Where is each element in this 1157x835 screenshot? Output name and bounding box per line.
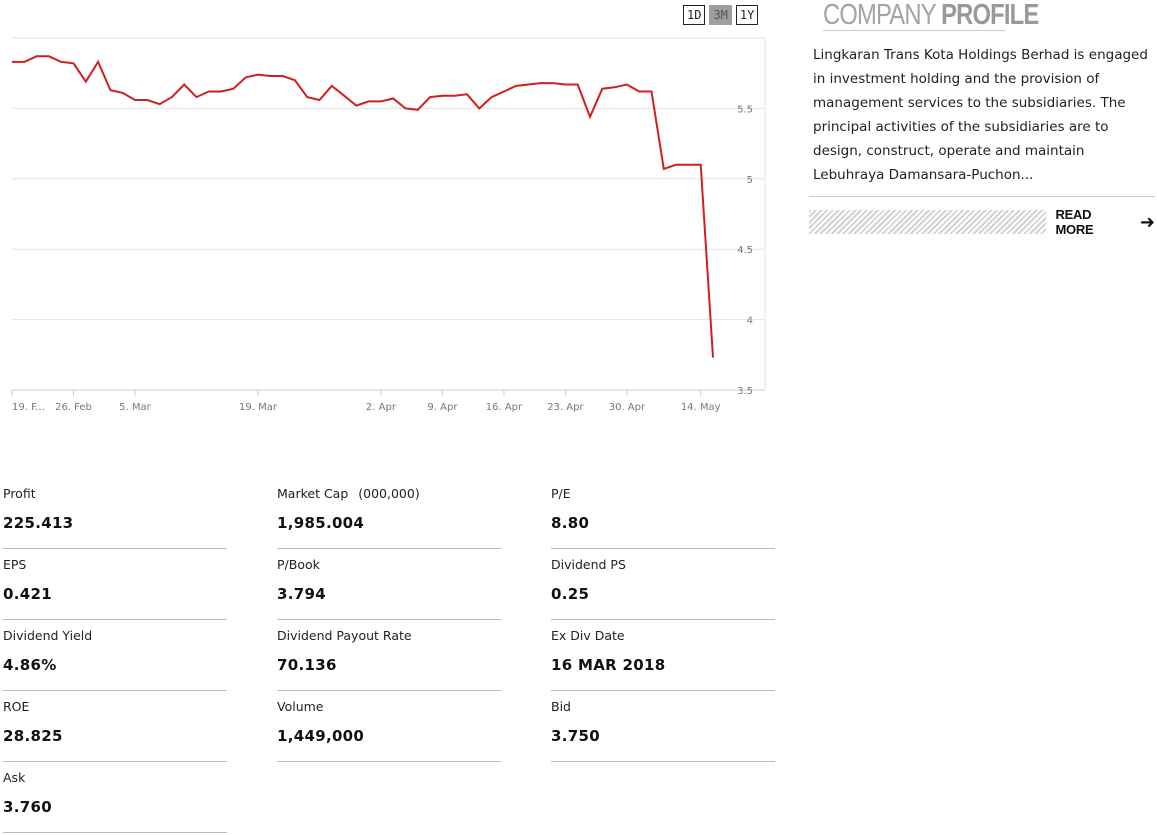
stat-value: 225.413 bbox=[3, 514, 74, 532]
stat-ask: Ask 3.760 bbox=[3, 764, 227, 833]
x-tick-label: 14. May bbox=[681, 402, 721, 413]
arrow-right-icon[interactable]: ➜ bbox=[1139, 211, 1155, 233]
stat-volume: Volume 1,449,000 bbox=[277, 693, 501, 762]
y-tick-label: 4 bbox=[747, 316, 753, 327]
x-tick-label: 9. Apr bbox=[427, 402, 458, 413]
y-tick-label: 5.5 bbox=[737, 104, 753, 115]
stat-dividend-ps: Dividend PS 0.25 bbox=[551, 551, 775, 620]
y-tick-label: 5 bbox=[747, 175, 753, 186]
stat-value: 28.825 bbox=[3, 727, 63, 745]
stat-label: EPS bbox=[3, 557, 27, 572]
stat-label: ROE bbox=[3, 699, 30, 714]
stat-value: 16 MAR 2018 bbox=[551, 656, 666, 674]
stat-label: Ask bbox=[3, 770, 26, 785]
profile-heading: COMPANY PROFILE bbox=[823, 0, 1039, 31]
stat-label: Profit bbox=[3, 486, 36, 501]
stat-bid: Bid 3.750 bbox=[551, 693, 775, 762]
stat-pe: P/E 8.80 bbox=[551, 480, 775, 549]
read-more-row: READ MORE ➜ bbox=[809, 196, 1155, 237]
profile-title-light: COMPANY bbox=[823, 0, 942, 31]
stat-value: 4.86% bbox=[3, 656, 57, 674]
stat-label-text: Market Cap bbox=[277, 486, 349, 501]
stat-value: 1,449,000 bbox=[277, 727, 365, 745]
stat-market-cap: Market Cap (000,000) 1,985.004 bbox=[277, 480, 501, 549]
stat-value: 3.750 bbox=[551, 727, 600, 745]
stat-roe: ROE 28.825 bbox=[3, 693, 227, 762]
x-tick-label: 16. Apr bbox=[486, 402, 523, 413]
stat-label: Bid bbox=[551, 699, 571, 714]
stat-profit: Profit 225.413 bbox=[3, 480, 227, 549]
stat-value: 3.760 bbox=[3, 798, 52, 816]
stat-label: P/E bbox=[551, 486, 571, 501]
x-tick-label: 2. Apr bbox=[366, 402, 397, 413]
x-tick-label: 5. Mar bbox=[119, 402, 151, 413]
x-tick-label: 30. Apr bbox=[609, 402, 646, 413]
x-tick-label: 19. Mar bbox=[239, 402, 278, 413]
stat-value: 0.25 bbox=[551, 585, 590, 603]
stat-label: Dividend Payout Rate bbox=[277, 628, 412, 643]
x-tick-label: 19. F... bbox=[12, 402, 45, 413]
stat-label: Dividend PS bbox=[551, 557, 626, 572]
y-tick-label: 3.5 bbox=[737, 386, 753, 397]
stat-ex-div-date: Ex Div Date 16 MAR 2018 bbox=[551, 622, 775, 691]
stat-eps: EPS 0.421 bbox=[3, 551, 227, 620]
stat-label: Volume bbox=[277, 699, 324, 714]
stat-label: P/Book bbox=[277, 557, 320, 572]
stat-label: Dividend Yield bbox=[3, 628, 93, 643]
x-tick-label: 23. Apr bbox=[547, 402, 584, 413]
stat-value: 3.794 bbox=[277, 585, 326, 603]
x-tick-label: 26. Feb bbox=[55, 402, 92, 413]
profile-title-bold: PROFILE bbox=[941, 0, 1039, 31]
range-selector: 1D 3M 1Y bbox=[683, 5, 759, 25]
hatch-decoration bbox=[809, 210, 1046, 234]
y-tick-label: 4.5 bbox=[737, 245, 753, 256]
read-more-link[interactable]: READ MORE bbox=[1055, 207, 1094, 237]
price-chart: 3.5 4 4.5 5 5.5 19. F... 26. Feb 5. Mar 19. Mar 2… bbox=[11, 37, 766, 413]
price-line bbox=[12, 55, 714, 358]
range-1y-button[interactable]: 1Y bbox=[735, 5, 759, 25]
range-1d-button[interactable]: 1D bbox=[683, 5, 706, 25]
stat-label: Ex Div Date bbox=[551, 628, 625, 643]
stat-label: Market Cap (000,000) bbox=[277, 486, 420, 501]
stat-dividend-yield: Dividend Yield 4.86% bbox=[3, 622, 227, 691]
stat-value: 8.80 bbox=[551, 514, 590, 532]
stat-unit: (000,000) bbox=[358, 486, 420, 501]
stat-value: 1,985.004 bbox=[277, 514, 365, 532]
stat-dividend-payout-rate: Dividend Payout Rate 70.136 bbox=[277, 622, 501, 691]
stat-value: 0.421 bbox=[3, 585, 52, 603]
stat-p-book: P/Book 3.794 bbox=[277, 551, 501, 620]
stat-value: 70.136 bbox=[277, 656, 337, 674]
company-profile: COMPANY PROFILE Lingkaran Trans Kota Hol… bbox=[809, 0, 1155, 237]
profile-description: Lingkaran Trans Kota Holdings Berhad is … bbox=[813, 47, 1148, 183]
range-3m-button[interactable]: 3M bbox=[709, 5, 732, 25]
